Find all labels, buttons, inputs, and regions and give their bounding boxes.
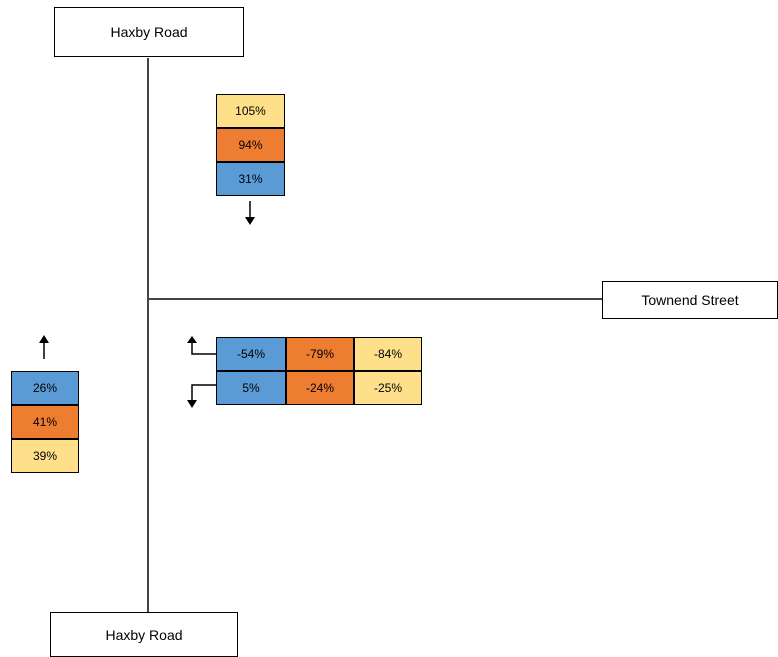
arrow-down-icon: [245, 201, 255, 225]
turn-left-up-arrow-icon: [187, 336, 216, 355]
road-label-south: Haxby Road: [50, 612, 238, 657]
townend-street-line: [148, 298, 603, 300]
north-stack-cell-2: 94%: [216, 128, 285, 162]
turn-left-down-arrow-icon: [187, 384, 216, 408]
east-grid-r1-c3: -84%: [354, 337, 422, 371]
east-grid-r1-c1: -54%: [216, 337, 286, 371]
west-stack-cell-3: 39%: [11, 439, 79, 473]
west-stack-cell-2: 41%: [11, 405, 79, 439]
east-grid-r2-c1: 5%: [216, 371, 286, 405]
east-grid-r2-c3: -25%: [354, 371, 422, 405]
east-grid-r1-c2: -79%: [286, 337, 354, 371]
road-label-east: Townend Street: [602, 281, 778, 319]
arrow-up-icon: [39, 335, 49, 359]
north-stack-cell-1: 105%: [216, 94, 285, 128]
west-stack-cell-1: 26%: [11, 371, 79, 405]
east-grid-r2-c2: -24%: [286, 371, 354, 405]
north-stack-cell-3: 31%: [216, 162, 285, 196]
road-label-north: Haxby Road: [54, 7, 244, 57]
haxby-road-line: [147, 58, 149, 638]
